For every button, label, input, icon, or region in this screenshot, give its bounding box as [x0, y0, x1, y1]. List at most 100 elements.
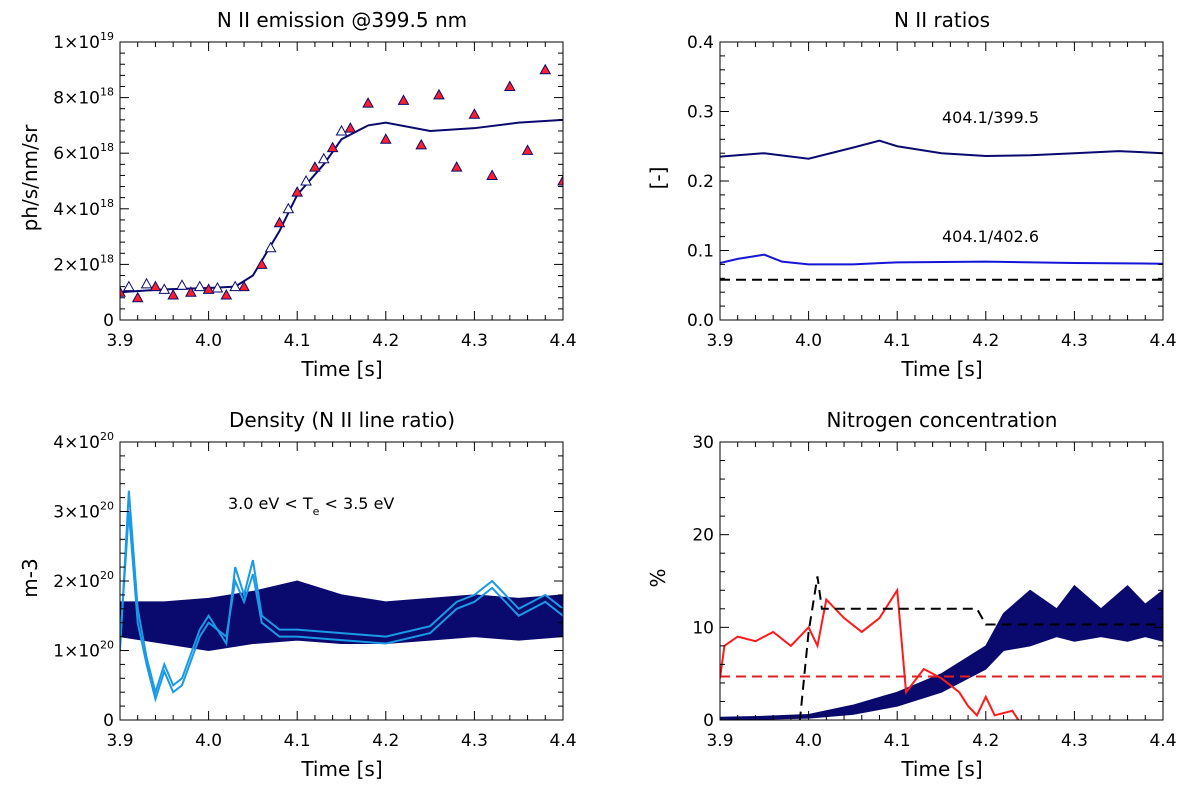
x-tick-label: 3.9: [106, 331, 133, 351]
data-point-1-7: [238, 280, 250, 292]
data-point-1-4: [185, 286, 197, 297]
series-line-0: [720, 139, 1163, 160]
x-tick-label: 4.1: [284, 331, 311, 351]
data-point-2-10: [317, 152, 330, 164]
panel-title: N II emission @399.5 nm: [217, 8, 467, 32]
series-line-1: [720, 253, 1163, 266]
x-axis-label: Time [s]: [300, 757, 382, 781]
y-tick-label: 0.1: [687, 242, 714, 262]
annotation-te-range: 3.0 eV < Te < 3.5 eV: [228, 494, 394, 518]
y-axis-label: ph/s/nm/sr: [18, 124, 42, 232]
data-point-1-14: [362, 97, 374, 108]
data-point-2-1: [140, 277, 153, 289]
plot-frame: [119, 41, 564, 321]
plot-frame: [119, 441, 564, 721]
plot-area: 3.9 4.0 4.1 4.2 4.3 4.4 0 10 20 30: [692, 433, 1176, 751]
x-tick-label: 4.0: [195, 731, 222, 751]
y-tick-label: 0: [703, 711, 714, 731]
x-tick-label: 4.4: [549, 331, 576, 351]
x-tick-label: 4.2: [972, 331, 999, 351]
data-point-2-9: [300, 174, 312, 186]
x-tick-label: 4.0: [795, 331, 822, 351]
x-tick-label: 4.0: [795, 731, 822, 751]
y-tick-label: 0.3: [687, 103, 714, 123]
data-point-1-25: [557, 174, 563, 186]
data-point-1-9: [273, 216, 286, 228]
x-tick-label: 4.2: [372, 731, 399, 751]
x-axis-label: Time [s]: [300, 357, 382, 381]
panel-density: Density (N II line ratio) 3.9 4.0 4.1 4.2 4.…: [18, 408, 577, 781]
data-point-1-15: [379, 133, 392, 144]
x-tick-label: 3.9: [706, 731, 733, 751]
y-tick-label: 0: [103, 311, 114, 331]
x-axis-label: Time [s]: [900, 357, 982, 381]
plot-area: 3.9 4.0 4.1 4.2 4.3 4.4 0.0 0.1 0.2 0.3 0.4: [687, 33, 1177, 351]
y-tick-label: 2×1018: [53, 252, 114, 275]
y-tick-label: 10: [692, 618, 714, 638]
data-point-1-18: [433, 88, 445, 100]
x-tick-label: 3.9: [706, 331, 733, 351]
y-tick-label: 0.2: [687, 172, 714, 192]
data-point-1-16: [397, 94, 410, 105]
data-point-2-7: [264, 241, 277, 253]
y-tick-label: 4×1020: [53, 430, 114, 453]
x-tick-label: 4.3: [461, 331, 488, 351]
series-line-0: [120, 118, 563, 294]
data-point-1-3: [167, 288, 180, 300]
series-line-1: [120, 511, 563, 703]
y-tick-label: 0.0: [687, 311, 714, 331]
y-tick-label: 3×1020: [53, 500, 114, 523]
data-point-1-19: [450, 161, 463, 172]
data-point-1-0: [120, 286, 126, 297]
data-point-2-3: [176, 279, 188, 290]
panel-title: N II ratios: [894, 8, 990, 32]
x-tick-label: 4.2: [972, 731, 999, 751]
data-point-1-2: [149, 280, 162, 292]
data-point-1-8: [255, 258, 268, 269]
data-point-2-4: [193, 280, 206, 292]
x-tick-label: 4.1: [884, 331, 911, 351]
x-tick-label: 4.3: [1061, 331, 1088, 351]
data-point-2-0: [123, 280, 135, 292]
panel-ratios: N II ratios 3.9 4.0 4.1 4.2 4.3 4.4 0.0 0.1 0.2 0…: [646, 8, 1177, 381]
x-tick-label: 4.1: [884, 731, 911, 751]
panel-emission: N II emission @399.5 nm 3.9 4.0 4.1 4.2 4.3 4…: [18, 8, 577, 381]
x-tick-label: 4.3: [1061, 731, 1088, 751]
panel-title: Nitrogen concentration: [827, 408, 1058, 432]
series-line-0: [120, 490, 563, 696]
dashed-line-2: [798, 576, 1163, 720]
plot-area: 3.9 4.0 4.1 4.2 4.3 4.4 0 2×1018 4×1018 6×1018 8×1…: [53, 30, 576, 351]
panel-concentration: Nitrogen concentration 3.9 4.0 4.1 4.2 4.3 4.…: [646, 408, 1177, 781]
annotation-ratio-4026: 404.1/402.6: [942, 227, 1039, 246]
y-tick-label: 20: [692, 526, 714, 546]
series-line-0: [720, 587, 1020, 720]
data-point-1-1: [131, 291, 144, 303]
y-axis-label: m-3: [18, 558, 42, 597]
y-tick-label: 4×1018: [53, 197, 114, 220]
x-tick-label: 4.0: [195, 331, 222, 351]
data-point-1-12: [326, 141, 339, 153]
y-axis-label: %: [646, 568, 670, 587]
y-tick-label: 8×1018: [53, 86, 114, 109]
data-point-1-23: [521, 144, 534, 155]
data-point-1-6: [220, 288, 233, 300]
y-tick-label: 30: [692, 433, 714, 453]
panel-title: Density (N II line ratio): [229, 408, 455, 432]
y-tick-label: 6×1018: [53, 141, 114, 164]
data-point-2-5: [211, 282, 224, 293]
annotation-ratio-3995: 404.1/399.5: [942, 108, 1039, 127]
data-point-1-11: [309, 161, 321, 172]
x-tick-label: 4.1: [284, 731, 311, 751]
y-tick-label: 1×1019: [53, 30, 114, 53]
data-point-1-21: [486, 169, 498, 180]
uncertainty-band: [720, 584, 1163, 720]
y-axis-label: [-]: [646, 167, 670, 190]
data-point-1-5: [202, 283, 215, 294]
plot-frame: [719, 441, 1164, 721]
data-point-2-8: [282, 202, 295, 214]
x-tick-label: 4.4: [549, 731, 576, 751]
data-point-2-6: [229, 280, 242, 292]
data-point-1-20: [468, 108, 481, 119]
data-point-2-2: [158, 283, 171, 294]
